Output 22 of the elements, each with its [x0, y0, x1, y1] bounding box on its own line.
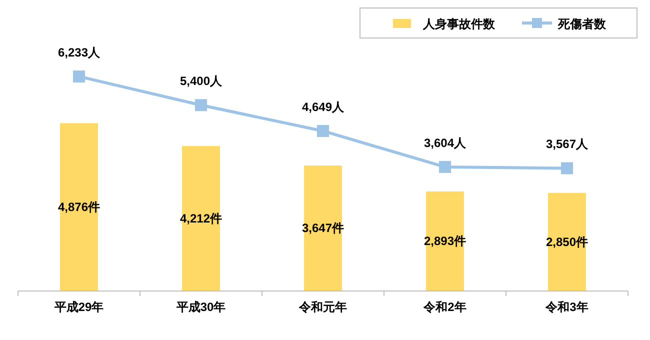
point	[195, 99, 207, 112]
point	[73, 70, 85, 82]
data-label: 6,233人	[58, 45, 102, 60]
x-tick-label: 平成30年	[175, 300, 226, 314]
bar	[60, 123, 98, 291]
point	[439, 160, 451, 173]
point	[317, 124, 329, 137]
bar	[548, 192, 586, 291]
data-label: 5,400人	[180, 74, 224, 88]
bar	[426, 191, 464, 291]
legend-label: 死傷者数	[557, 17, 607, 31]
legend-label: 人身事故件数	[422, 17, 496, 31]
data-label: 3,604人	[424, 136, 468, 150]
x-tick-label: 令和2年	[422, 300, 466, 314]
x-tick-label: 令和3年	[544, 300, 588, 314]
bar	[304, 165, 342, 291]
x-tick-label: 令和元年	[298, 300, 347, 314]
point	[561, 162, 573, 174]
data-label: 4,649人	[302, 100, 346, 114]
x-tick-label: 平成29年	[53, 300, 104, 314]
bar	[182, 146, 220, 291]
data-label: 3,567人	[546, 137, 590, 152]
